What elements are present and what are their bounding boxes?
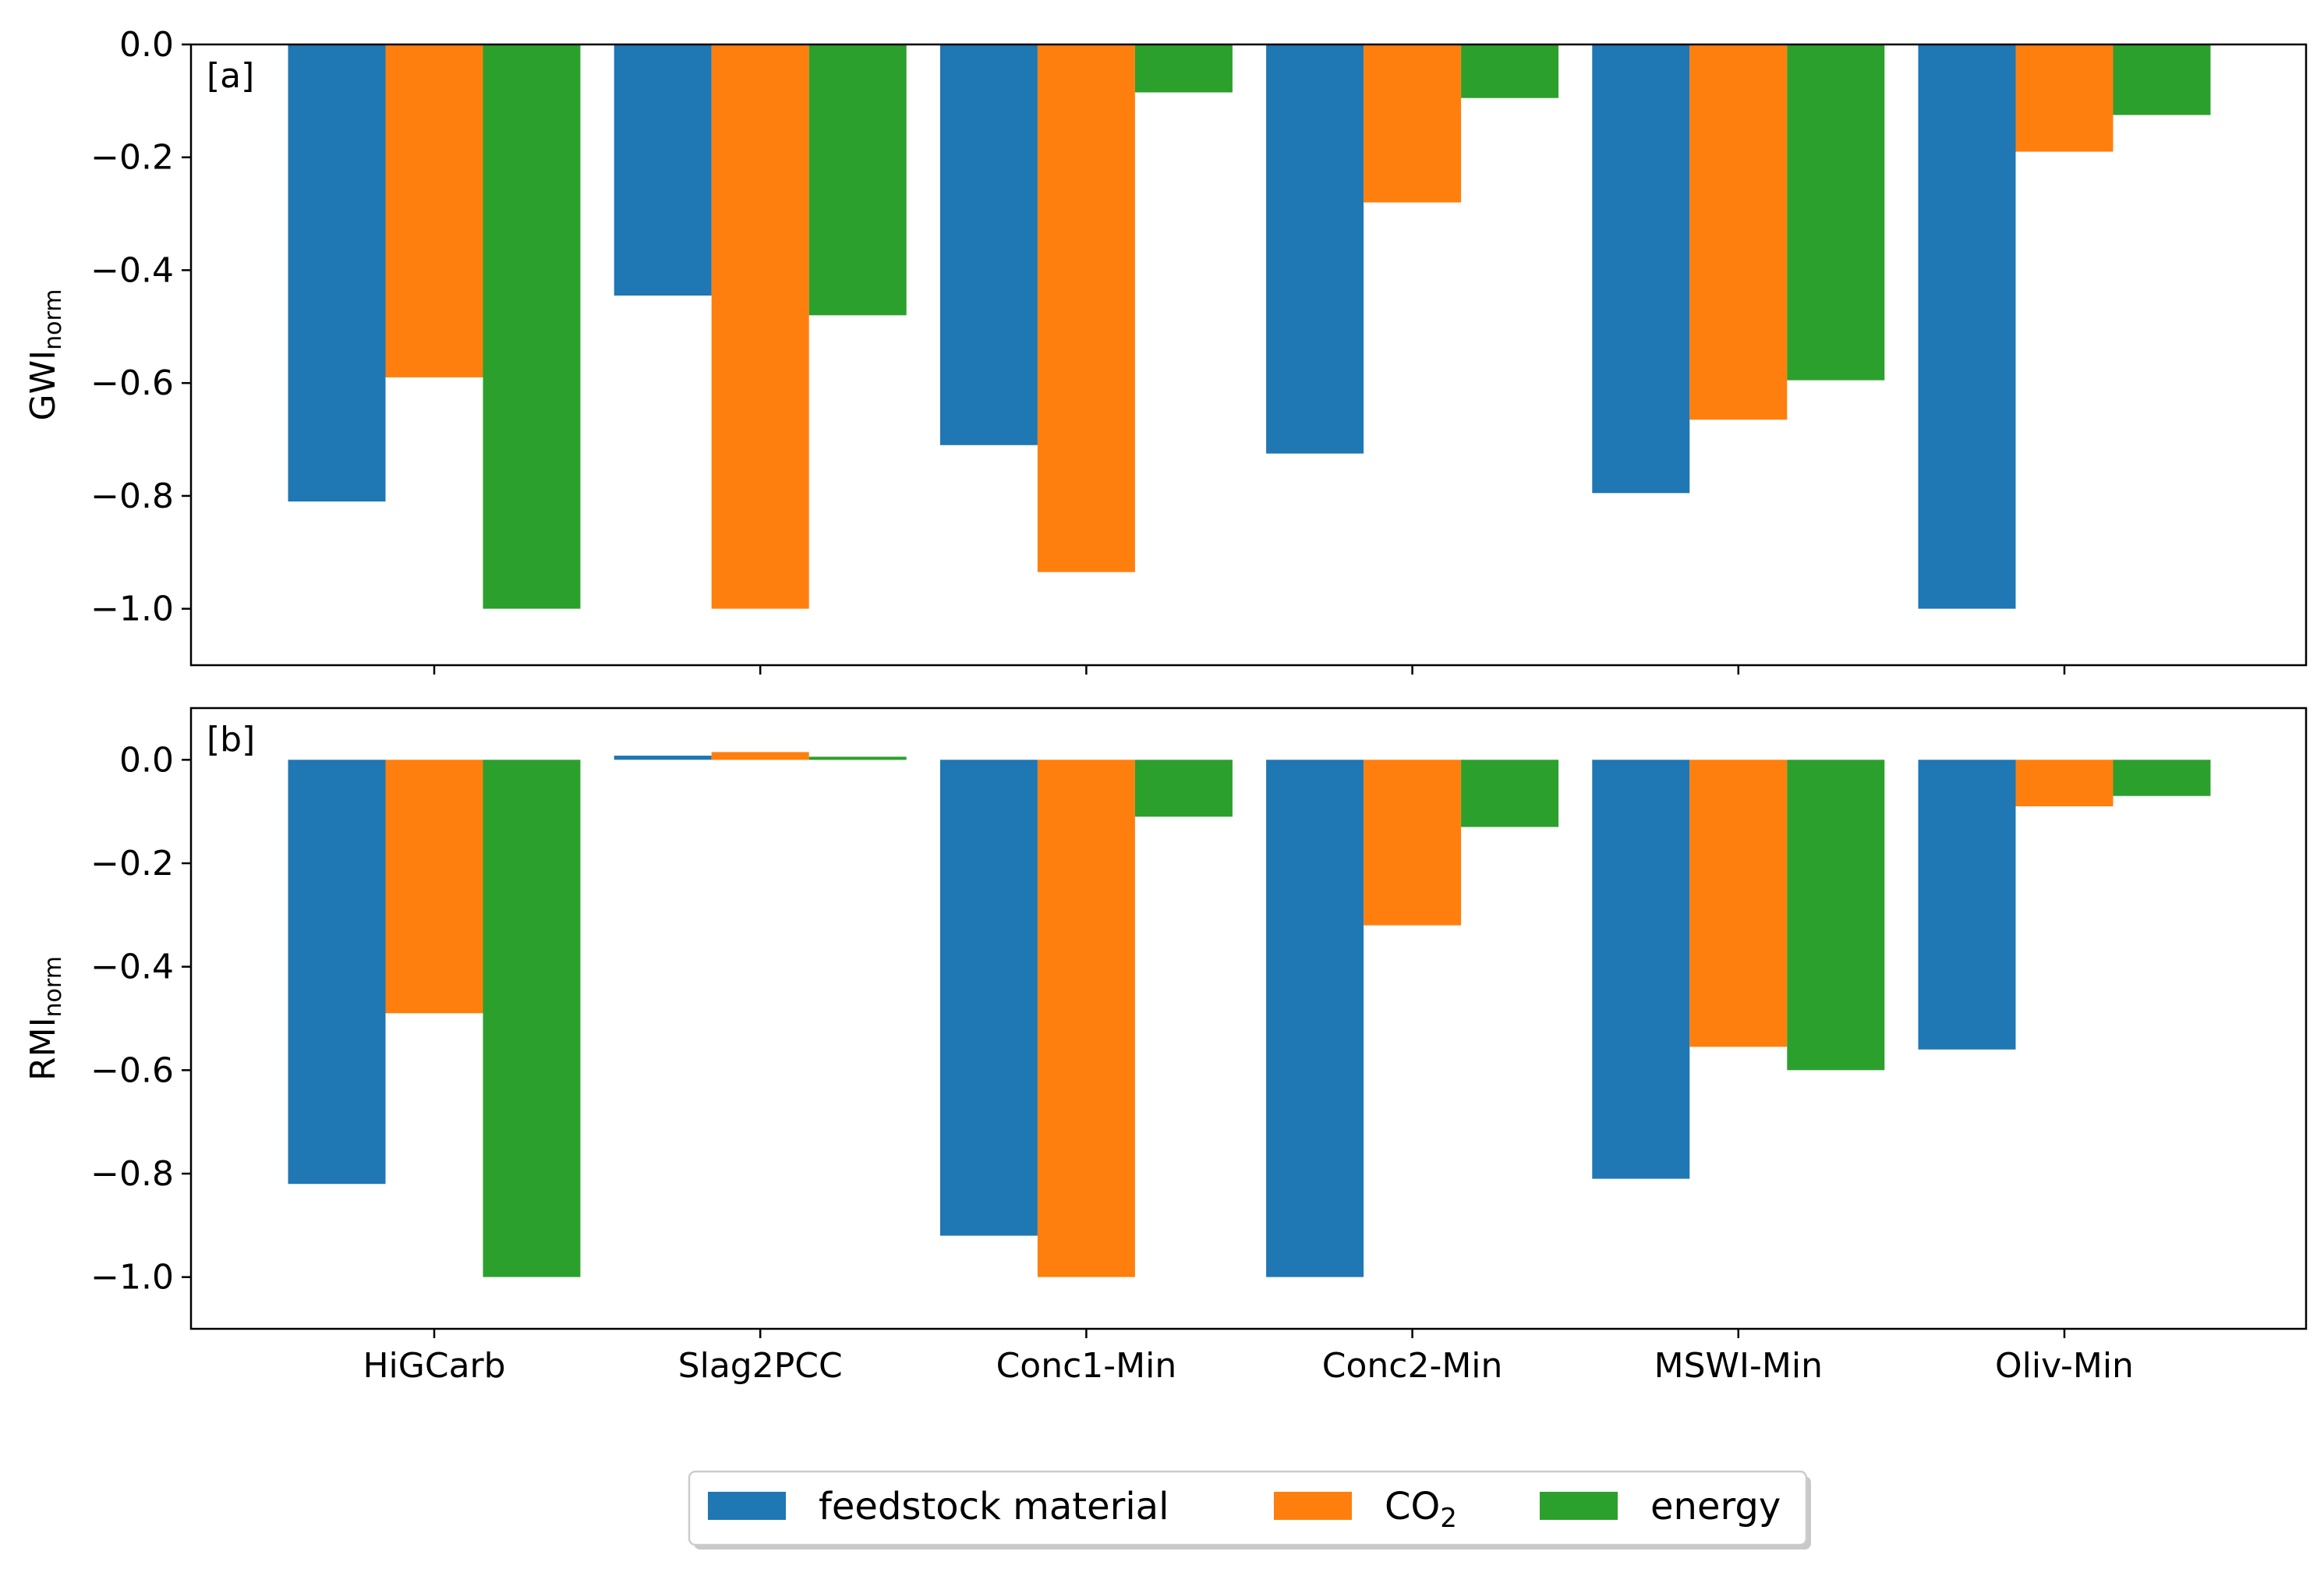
panel-tag: [b]: [207, 720, 255, 760]
y-tick-label: 0.0: [119, 25, 174, 65]
y-tick-label: −0.8: [90, 1154, 174, 1194]
x-tick-label: Conc1-Min: [996, 1346, 1177, 1386]
bar-rmi-mswi-min-co2: [1689, 760, 1788, 1047]
y-tick-label: −0.2: [90, 138, 174, 178]
bar-rmi-conc1-min-energy: [1134, 760, 1233, 817]
panel-a: 0.0 −0.2 −0.4 −0.6 −0.8 −1.0 [a] GWInorm: [23, 25, 2308, 675]
plot-frame: [189, 707, 2308, 1330]
bar-rmi-oliv-min-co2: [2015, 760, 2114, 806]
x-tick-label: Conc2-Min: [1322, 1346, 1503, 1386]
bar-gwi-conc2-min-feedstock: [1266, 44, 1364, 454]
y-tick-label: −1.0: [90, 590, 174, 629]
bar-rmi-higcarb-energy: [483, 760, 581, 1277]
bar-gwi-oliv-min-co2: [2015, 44, 2114, 152]
y-tick-label: −0.6: [90, 363, 174, 403]
y-tick-label: 0.0: [119, 740, 174, 780]
bar-gwi-mswi-min-feedstock: [1592, 44, 1690, 494]
bar-gwi-slag2pcc-feedstock: [614, 44, 712, 296]
legend-swatch: [1540, 1492, 1618, 1520]
y-tick-label: −0.4: [90, 250, 174, 290]
bar-rmi-mswi-min-energy: [1787, 760, 1885, 1071]
bar-gwi-conc1-min-co2: [1037, 44, 1135, 572]
x-tick-label: Oliv-Min: [1995, 1346, 2134, 1386]
bar-gwi-mswi-min-co2: [1689, 44, 1788, 420]
bar-rmi-conc2-min-feedstock: [1266, 760, 1364, 1277]
bar-gwi-conc2-min-energy: [1461, 44, 1559, 98]
x-tick-label: HiGCarb: [363, 1346, 505, 1386]
panel-tag: [a]: [207, 56, 254, 96]
bar-gwi-mswi-min-energy: [1787, 44, 1885, 381]
bar-rmi-oliv-min-energy: [2113, 760, 2211, 796]
legend-label: CO2: [1385, 1485, 1457, 1534]
bar-rmi-higcarb-co2: [385, 760, 483, 1014]
bar-rmi-conc2-min-energy: [1461, 760, 1559, 827]
legend-swatch: [708, 1492, 786, 1520]
legend-label: energy: [1650, 1485, 1781, 1528]
bar-rmi-mswi-min-feedstock: [1592, 760, 1690, 1179]
bar-gwi-conc1-min-feedstock: [939, 44, 1038, 445]
bar-gwi-oliv-min-energy: [2113, 44, 2211, 115]
bar-gwi-conc1-min-energy: [1134, 44, 1233, 93]
bar-rmi-conc1-min-feedstock: [939, 760, 1038, 1236]
bar-gwi-higcarb-feedstock: [288, 44, 386, 502]
bar-gwi-higcarb-co2: [385, 44, 483, 377]
bar-rmi-conc2-min-co2: [1364, 760, 1462, 926]
bar-gwi-oliv-min-feedstock: [1918, 44, 2016, 609]
bar-gwi-conc2-min-co2: [1364, 44, 1462, 203]
y-axis-label: RMInorm: [23, 956, 67, 1081]
y-tick-label: −0.6: [90, 1050, 174, 1090]
bar-gwi-higcarb-energy: [483, 44, 581, 609]
y-tick-label: −0.8: [90, 476, 174, 516]
y-tick-label: −0.4: [90, 947, 174, 987]
bar-gwi-slag2pcc-co2: [711, 44, 809, 609]
legend-swatch: [1274, 1492, 1352, 1520]
legend-box: [688, 1470, 1808, 1546]
bar-rmi-slag2pcc-feedstock: [614, 756, 712, 760]
bar-rmi-higcarb-feedstock: [288, 760, 386, 1185]
bar-rmi-conc1-min-co2: [1037, 760, 1135, 1277]
panel-b: 0.0 −0.2 −0.4 −0.6 −0.8 −1.0 HiGCarb Slag2PCC Co…: [23, 707, 2308, 1386]
bar-rmi-slag2pcc-co2: [711, 752, 809, 760]
y-axis-label: GWInorm: [23, 289, 67, 421]
x-tick-label: Slag2PCC: [678, 1346, 843, 1386]
bar-rmi-oliv-min-feedstock: [1918, 760, 2016, 1050]
x-tick-label: MSWI-Min: [1654, 1346, 1823, 1386]
legend-label: feedstock material: [819, 1485, 1169, 1528]
bar-gwi-slag2pcc-energy: [808, 44, 907, 316]
y-tick-label: −1.0: [90, 1258, 174, 1298]
legend: feedstock material CO2 energy: [688, 1470, 1811, 1550]
bar-rmi-slag2pcc-energy: [808, 756, 907, 760]
y-tick-label: −0.2: [90, 844, 174, 884]
plot-frame: [189, 43, 2308, 667]
